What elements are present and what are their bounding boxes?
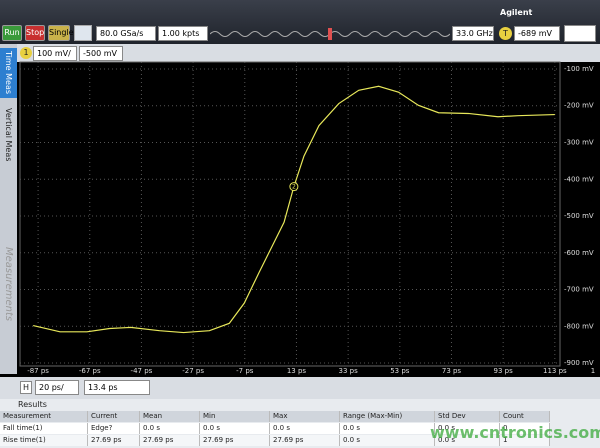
result-cell: 0.0 s <box>435 435 500 446</box>
channel-offset[interactable]: -500 mV <box>79 46 123 61</box>
result-cell: 27.69 ps <box>200 435 270 446</box>
column-header: Min <box>200 411 270 422</box>
column-header: Count <box>500 411 550 422</box>
autoscale-icon[interactable] <box>74 25 92 41</box>
y-tick-label: -900 mV <box>564 359 594 367</box>
page-number: 1 <box>591 367 595 375</box>
x-tick-label: -87 ps <box>27 367 49 375</box>
column-header: Current <box>88 411 140 422</box>
column-header: Max <box>270 411 340 422</box>
plot-area <box>19 61 561 367</box>
result-cell: Fall time(1) <box>0 423 88 434</box>
single-button[interactable]: Single <box>48 25 74 41</box>
x-tick-label: 113 ps <box>543 367 567 375</box>
results-table: Measurement Current Mean Min Max Range (Max-M… <box>0 411 600 447</box>
result-cell: 0 <box>500 423 550 434</box>
result-cell: 0.0 s <box>435 423 500 434</box>
timebase-label: H <box>20 381 32 394</box>
y-tick-label: -100 mV <box>564 65 594 73</box>
run-button[interactable]: Run <box>2 25 22 41</box>
edge-marker: 2 <box>289 182 299 192</box>
y-tick-label: -300 mV <box>564 139 594 147</box>
trigger-icon: T <box>499 27 512 40</box>
waveform <box>33 85 555 334</box>
timebase-row: H 20 ps/ 13.4 ps <box>0 377 600 399</box>
column-header: Range (Max-Min) <box>340 411 435 422</box>
column-header: Std Dev <box>435 411 500 422</box>
trigger-mode[interactable] <box>564 25 596 42</box>
x-tick-label: 53 ps <box>390 367 410 375</box>
channel-scale[interactable]: 100 mV/ <box>33 46 77 61</box>
side-tabs: Time Meas Vertical Meas Measurements <box>0 44 17 374</box>
stop-button[interactable]: Stop <box>25 25 45 41</box>
trigger-level[interactable]: -689 mV <box>514 26 560 41</box>
channel-row: 1 100 mV/ -500 mV <box>0 44 600 62</box>
results-panel: Results Measurement Current Mean Min Max Rang… <box>0 399 600 448</box>
x-tick-label: 73 ps <box>442 367 462 375</box>
timebase-position[interactable]: 13.4 ps <box>84 380 150 395</box>
result-cell: 27.69 ps <box>140 435 200 446</box>
result-cell: 27.69 ps <box>270 435 340 446</box>
x-tick-label: 93 ps <box>494 367 514 375</box>
side-tab[interactable]: Measurements <box>3 246 14 322</box>
channel-number: 1 <box>20 47 32 59</box>
waveform-display: -87 ps -67 ps -47 ps -27 ps -7 ps 13 ps 33 ps 5… <box>19 61 595 375</box>
y-tick-label: -600 mV <box>564 249 594 257</box>
column-header: Mean <box>140 411 200 422</box>
x-tick-label: 33 ps <box>339 367 359 375</box>
timeline <box>210 28 450 40</box>
toolbar: Agilent Run Stop Single 80.0 GSa/s 1.00 … <box>0 0 600 44</box>
results-title: Results <box>18 400 47 409</box>
brand: Agilent <box>500 8 533 17</box>
y-tick-label: -400 mV <box>564 175 594 183</box>
edge-marker-circle <box>289 182 299 192</box>
x-tick-label: -67 ps <box>79 367 101 375</box>
x-tick-label: -47 ps <box>131 367 153 375</box>
side-tab[interactable]: Time Meas <box>0 48 17 98</box>
y-tick-label: -200 mV <box>564 102 594 110</box>
sample-rate[interactable]: 80.0 GSa/s <box>96 26 156 41</box>
bandwidth[interactable]: 33.0 GHz <box>452 26 494 41</box>
watermark: www.cntronics.com <box>430 423 600 442</box>
y-tick-label: -700 mV <box>564 286 594 294</box>
result-cell: Edge? <box>88 423 140 434</box>
result-cell: 0.0 s <box>140 423 200 434</box>
timebase-scale[interactable]: 20 ps/ <box>35 380 79 395</box>
result-cell: 27.69 ps <box>88 435 140 446</box>
column-header: Measurement <box>0 411 88 422</box>
result-cell: Rise time(1) <box>0 435 88 446</box>
result-cell: 0.0 s <box>340 423 435 434</box>
side-tab[interactable]: Vertical Meas <box>4 108 13 162</box>
edge-marker-label: 2 <box>292 184 296 191</box>
x-tick-label: -27 ps <box>182 367 204 375</box>
y-tick-label: -800 mV <box>564 322 594 330</box>
x-tick-label: 13 ps <box>287 367 307 375</box>
x-tick-label: -7 ps <box>236 367 254 375</box>
result-cell: 0.0 s <box>270 423 340 434</box>
y-tick-label: -500 mV <box>564 212 594 220</box>
result-cell: 0.0 s <box>200 423 270 434</box>
memory-depth[interactable]: 1.00 kpts <box>158 26 208 41</box>
result-cell: 1 <box>500 435 550 446</box>
result-cell: 0.0 s <box>340 435 435 446</box>
